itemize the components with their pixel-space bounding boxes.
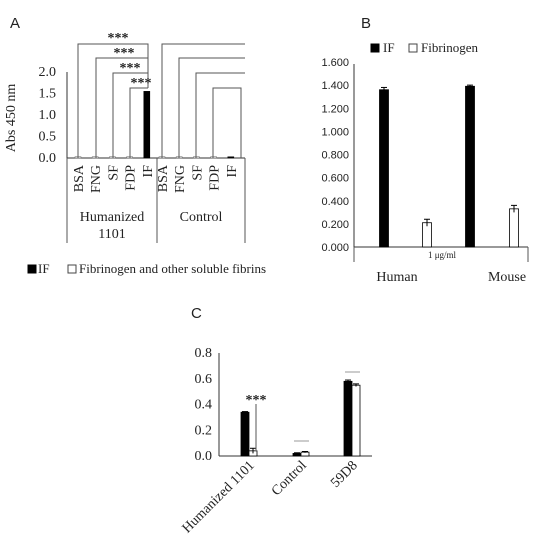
panel-c-category-label: Control [269, 458, 310, 499]
legend-b-fibrinogen-label: Fibrinogen [421, 40, 479, 55]
panel-a-y-tick-label: 0.0 [39, 151, 57, 166]
panel-a-legend: IF Fibrinogen and other soluble fibrins [27, 261, 266, 276]
panel-a: A Abs 450 nm 0.00.51.01.52.0 BSA FNG SF FDP… [4, 15, 266, 276]
panel-a-category-label: FDP [208, 165, 223, 191]
sig-star-2: *** [114, 46, 135, 61]
panel-a-category-label: BSA [72, 164, 87, 192]
sig-star-1: *** [108, 31, 129, 46]
group-label-control: Control [180, 210, 223, 225]
panel-c-category-label: 59D8 [328, 458, 361, 491]
bracket-fdp-if [129, 87, 148, 158]
panel-a-y-tick-label: 0.5 [39, 130, 57, 145]
panel-c-y-tick-label: 0.4 [195, 398, 213, 413]
bracket-fng-if [95, 57, 148, 158]
legend-b-if-swatch [370, 43, 380, 53]
panel-b-y-tick-label: 1.000 [321, 126, 349, 138]
panel-c-bar-0-series-0 [240, 411, 250, 457]
legend-if-swatch [27, 264, 37, 274]
panel-a-ylabel: Abs 450 nm [4, 84, 19, 153]
panel-a-bar-humanized-sf [109, 156, 116, 159]
group-label-humanized-2: 1101 [98, 227, 125, 242]
panel-a-y-ticks: 0.0 0.5 1.0 1.5 2.0 [39, 65, 57, 166]
panel-b-label: B [361, 15, 371, 32]
bracket-sf-if [112, 72, 148, 158]
legend-b-fibrinogen-swatch [408, 43, 418, 53]
panel-a-bar-control-fdp [210, 156, 217, 159]
panel-a-bar-control-if [227, 156, 235, 159]
panel-a-category-label: SF [106, 165, 121, 181]
panel-a-category-label: IF [141, 165, 156, 178]
panel-a-bar-humanized-if [143, 91, 151, 159]
panel-a-category-labels: BSA FNG SF FDP IF BSA FNG SF FDP IF [72, 164, 240, 193]
panel-c-bar-2-series-0 [343, 380, 353, 457]
control-bracket-1 [161, 43, 245, 158]
panel-a-bar-humanized-fng [91, 156, 99, 159]
panel-c-bar-2-series-1 [351, 384, 361, 457]
panel-c-y-ticks: 0.0 0.2 0.4 0.6 0.8 [195, 346, 213, 464]
panel-b-bars [379, 84, 519, 248]
panel-b-bar-human-if [379, 89, 389, 248]
panel-a-significance-brackets: *** *** *** *** [77, 31, 152, 158]
panel-c-category-labels: Humanized 1101 Control 59D8 [180, 458, 361, 536]
legend-if-label: IF [38, 261, 50, 276]
panel-a-category-label: BSA [156, 164, 171, 192]
panel-c-category-label: Humanized 1101 [180, 458, 258, 536]
panel-b-category-human: Human [376, 270, 417, 285]
legend-fibrinogen-swatch [67, 264, 77, 274]
panel-a-category-label: SF [190, 165, 205, 181]
group-label-humanized-1: Humanized [80, 210, 145, 225]
panel-b: B IF Fibrinogen 0.000 0.200 0.400 0.600 0.80… [321, 15, 529, 285]
panel-c-y-tick-label: 0.0 [195, 449, 213, 464]
panel-b-category-mouse: Mouse [488, 270, 526, 285]
panel-b-y-tick-label: 1.600 [321, 57, 349, 69]
sig-star-3: *** [120, 61, 141, 76]
panel-b-y-tick-label: 1.400 [321, 80, 349, 92]
panel-a-bars [74, 91, 235, 159]
bracket-bsa-if [77, 43, 149, 158]
panel-c-label: C [191, 305, 202, 322]
panel-a-y-tick-label: 1.0 [39, 108, 57, 123]
panel-a-y-tick-label: 1.5 [39, 87, 57, 102]
panel-b-y-tick-label: 0.000 [321, 242, 349, 254]
panel-c-sig-star: *** [246, 393, 267, 408]
panel-a-y-tick-label: 2.0 [39, 65, 57, 80]
panel-b-y-tick-label: 0.200 [321, 219, 349, 231]
panel-a-control-brackets [161, 43, 245, 158]
sig-star-4: *** [131, 76, 152, 91]
control-bracket-3 [195, 72, 245, 158]
panel-b-y-tick-label: 1.200 [321, 103, 349, 115]
panel-c-y-tick-label: 0.6 [195, 372, 213, 387]
control-bracket-4 [212, 87, 242, 158]
panel-b-y-ticks: 0.000 0.200 0.400 0.600 0.800 1.000 1.200 1.400… [321, 57, 349, 254]
panel-b-bar-mouse-if [465, 85, 475, 248]
panel-b-bar-human-fibrinogen [422, 222, 432, 248]
panel-b-y-tick-label: 0.600 [321, 173, 349, 185]
panel-b-y-tick-label: 0.400 [321, 196, 349, 208]
legend-fibrinogen-label: Fibrinogen and other soluble fibrins [79, 261, 266, 276]
panel-a-category-label: IF [225, 165, 240, 178]
panel-a-category-label: FNG [89, 165, 104, 193]
panel-a-label: A [10, 15, 20, 32]
panel-c: C 0.0 0.2 0.4 0.6 0.8 *** Humanized 1101 Cont… [180, 305, 372, 536]
control-bracket-2 [178, 57, 245, 158]
panel-c-y-tick-label: 0.8 [195, 346, 213, 361]
panel-b-y-tick-label: 0.800 [321, 150, 349, 162]
panel-c-bars [240, 379, 361, 457]
panel-c-y-tick-label: 0.2 [195, 423, 213, 438]
panel-b-xlabel: 1 μg/ml [428, 250, 457, 260]
panel-b-bar-mouse-fibrinogen [509, 208, 519, 248]
panel-a-category-label: FDP [124, 165, 139, 191]
legend-b-if-label: IF [383, 40, 395, 55]
panel-a-category-label: FNG [173, 165, 188, 193]
